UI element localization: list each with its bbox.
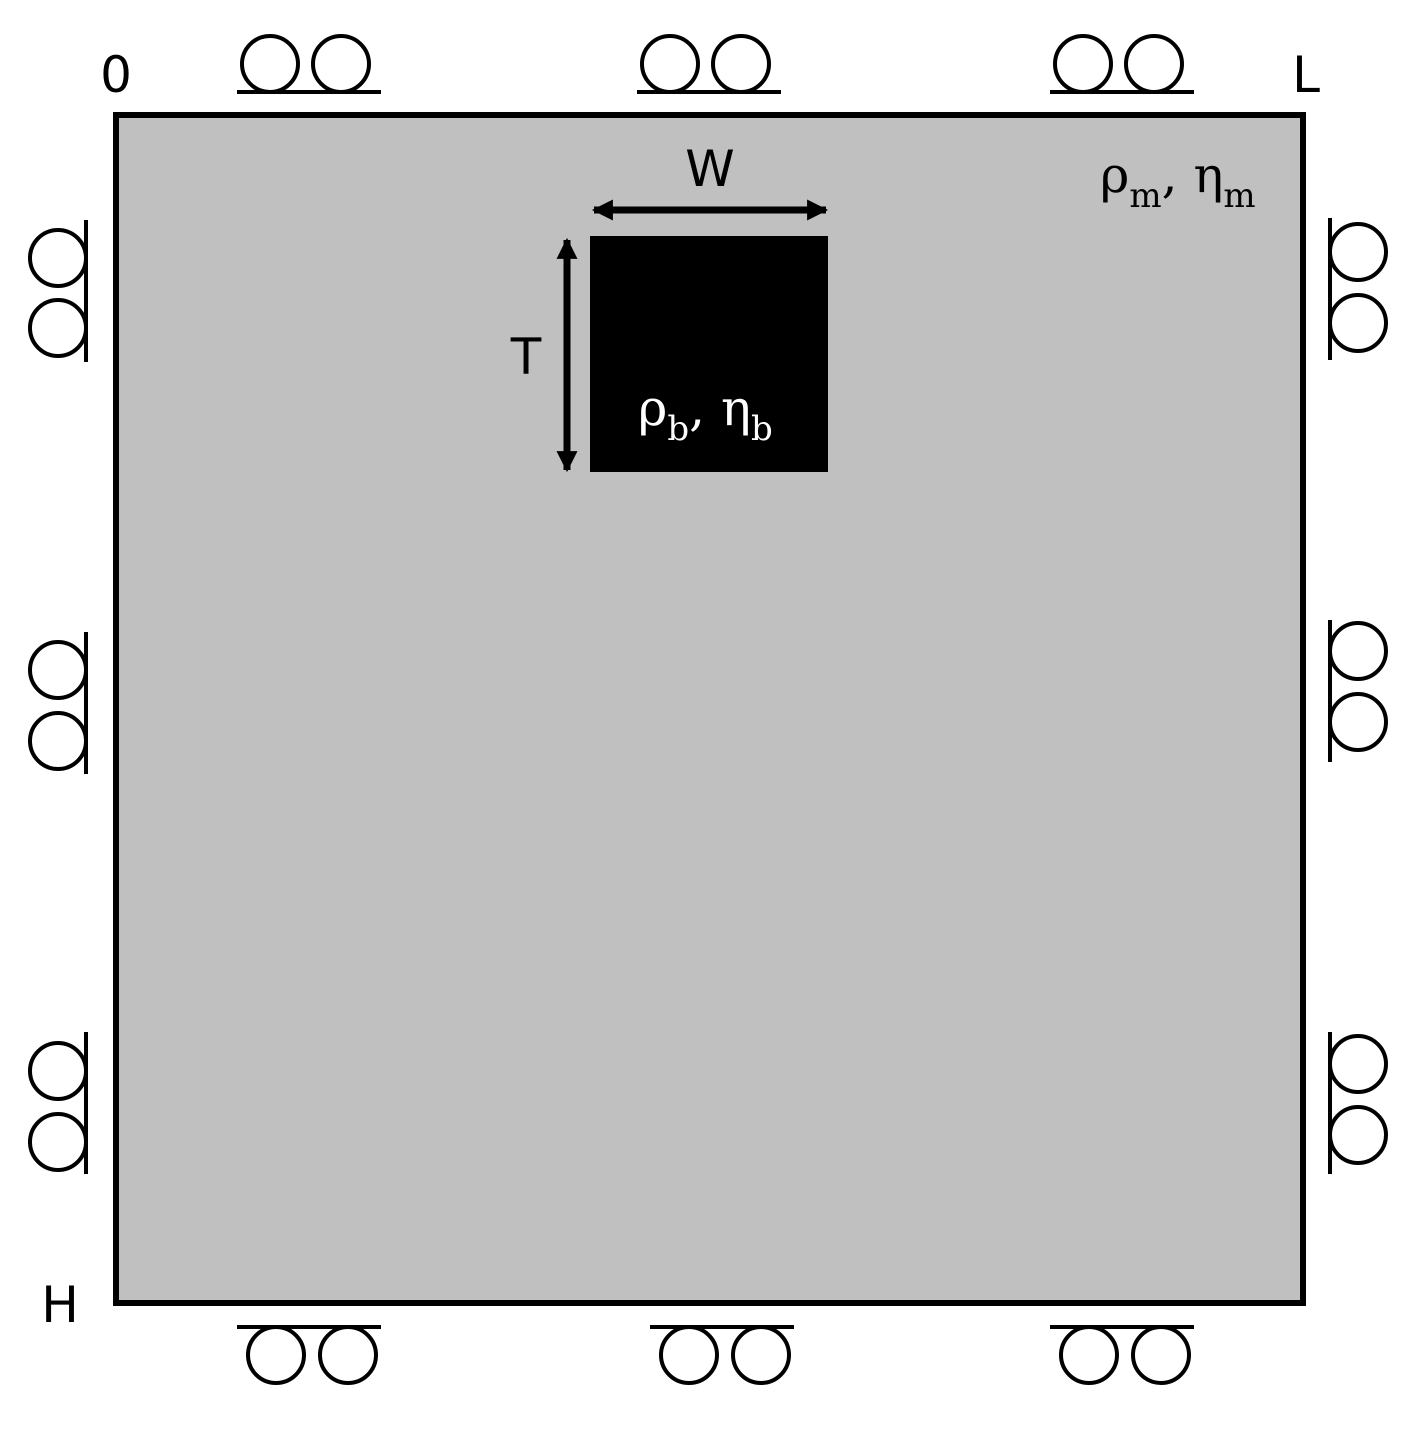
matrix-separator: , bbox=[1162, 146, 1194, 204]
left-roller-2 bbox=[28, 632, 88, 774]
left-roller-3 bbox=[28, 1032, 88, 1174]
matrix-density-symbol: ρ bbox=[1100, 146, 1129, 204]
matrix-properties-label: ρm, ηm bbox=[1100, 146, 1256, 216]
bottom-roller-3 bbox=[1050, 1325, 1194, 1385]
right-roller-2 bbox=[1328, 620, 1388, 762]
origin-label: 0 bbox=[100, 46, 132, 104]
length-label: L bbox=[1292, 46, 1320, 104]
top-roller-1 bbox=[237, 34, 381, 94]
width-label: W bbox=[685, 140, 734, 198]
matrix-viscosity-symbol: η bbox=[1193, 146, 1223, 204]
right-roller-3 bbox=[1328, 1032, 1388, 1174]
block-viscosity-symbol: η bbox=[721, 379, 751, 437]
height-label: H bbox=[41, 1276, 79, 1334]
left-roller-1 bbox=[28, 220, 88, 362]
block-density-symbol: ρ bbox=[638, 379, 667, 437]
right-roller-1 bbox=[1328, 218, 1388, 360]
thickness-label: T bbox=[510, 328, 542, 386]
block-properties-label: ρb, ηb bbox=[638, 379, 773, 449]
bottom-roller-1 bbox=[237, 1325, 381, 1385]
matrix-viscosity-subscript: m bbox=[1223, 176, 1255, 216]
top-roller-3 bbox=[1050, 34, 1194, 94]
top-roller-2 bbox=[637, 34, 781, 94]
bottom-roller-2 bbox=[650, 1325, 794, 1385]
matrix-density-subscript: m bbox=[1129, 176, 1161, 216]
block-body bbox=[590, 236, 828, 472]
block-viscosity-subscript: b bbox=[751, 409, 773, 449]
block-density-subscript: b bbox=[667, 409, 689, 449]
block-separator: , bbox=[689, 379, 721, 437]
